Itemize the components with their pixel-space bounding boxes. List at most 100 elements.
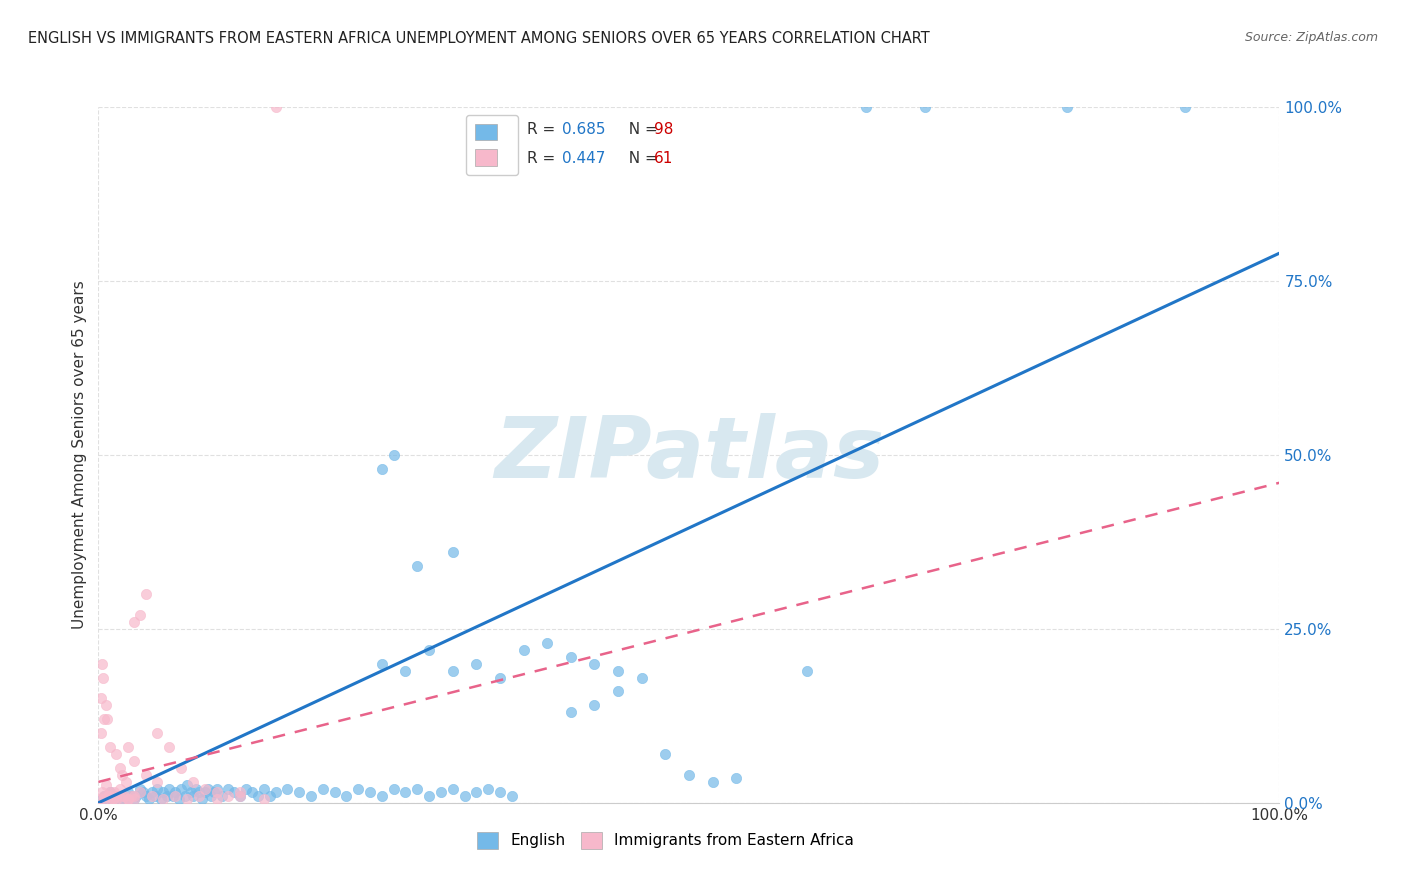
Point (229, 785, 252, 799)
Point (122, 754, 145, 768)
Point (418, 642, 440, 657)
Point (150, 792, 173, 806)
Point (157, 781, 180, 796)
Point (98, 785, 121, 799)
Point (197, 781, 219, 796)
Point (108, 781, 131, 796)
Point (128, 607, 150, 622)
Point (165, 785, 187, 799)
Point (382, 448, 405, 462)
Point (240, 785, 263, 799)
Point (441, 664, 464, 678)
Point (117, 792, 139, 806)
Point (125, 789, 148, 803)
Text: Source: ZipAtlas.com: Source: ZipAtlas.com (1244, 31, 1378, 45)
Point (217, 781, 239, 796)
Point (91, 792, 114, 806)
Point (276, 781, 298, 796)
Point (122, 792, 145, 806)
Point (181, 775, 204, 789)
Point (101, 792, 124, 806)
Point (501, 789, 523, 803)
Point (312, 781, 335, 796)
Point (194, 785, 217, 799)
Point (194, 781, 217, 796)
Point (607, 684, 630, 698)
Point (246, 789, 269, 803)
Point (359, 785, 381, 799)
Point (98, 789, 121, 803)
Point (253, 781, 276, 796)
Point (111, 792, 134, 806)
Point (394, 785, 416, 799)
Point (180, 785, 202, 799)
Point (90, 792, 112, 806)
Point (108, 792, 131, 806)
Y-axis label: Unemployment Among Seniors over 65 years: Unemployment Among Seniors over 65 years (72, 281, 87, 629)
Point (477, 781, 499, 796)
Point (108, 761, 131, 775)
Point (654, 747, 676, 761)
Point (796, 664, 818, 678)
Point (156, 789, 179, 803)
Point (93, 789, 115, 803)
Point (152, 785, 174, 799)
Point (347, 781, 370, 796)
Point (489, 671, 512, 685)
Point (128, 781, 150, 796)
Point (167, 792, 190, 806)
Text: 61: 61 (654, 152, 673, 166)
Point (560, 649, 582, 664)
Point (112, 789, 135, 803)
Point (512, 642, 534, 657)
Point (170, 761, 193, 775)
Text: 98: 98 (654, 122, 673, 136)
Point (191, 792, 214, 806)
Point (371, 657, 394, 671)
Point (90, 726, 112, 740)
Text: R =: R = (527, 122, 561, 136)
Point (117, 792, 139, 806)
Point (371, 462, 394, 476)
Text: 0.685: 0.685 (562, 122, 606, 136)
Point (93, 792, 115, 806)
Point (202, 785, 225, 799)
Point (121, 789, 143, 803)
Point (229, 789, 252, 803)
Point (630, 671, 652, 685)
Point (205, 785, 228, 799)
Point (264, 785, 287, 799)
Point (111, 789, 134, 803)
Point (205, 781, 228, 796)
Point (93, 789, 115, 803)
Point (132, 785, 155, 799)
Point (94, 778, 117, 793)
Point (135, 789, 157, 803)
Legend: English, Immigrants from Eastern Africa: English, Immigrants from Eastern Africa (467, 822, 863, 858)
Point (114, 792, 136, 806)
Point (441, 781, 464, 796)
Point (1056, 100, 1078, 114)
Point (111, 789, 134, 803)
Point (176, 792, 198, 806)
Point (453, 789, 475, 803)
Point (323, 785, 346, 799)
Text: ZIPatlas: ZIPatlas (494, 413, 884, 497)
Point (211, 789, 233, 803)
Text: N =: N = (619, 122, 662, 136)
Point (105, 789, 128, 803)
Point (146, 775, 169, 789)
Point (176, 778, 198, 793)
Point (157, 740, 180, 755)
Point (135, 768, 157, 782)
Point (146, 781, 169, 796)
Point (135, 587, 157, 601)
Point (288, 785, 311, 799)
Point (1174, 100, 1197, 114)
Point (430, 785, 453, 799)
Point (855, 100, 877, 114)
Point (93, 712, 115, 726)
Point (152, 792, 174, 806)
Point (98, 740, 121, 755)
Point (217, 789, 239, 803)
